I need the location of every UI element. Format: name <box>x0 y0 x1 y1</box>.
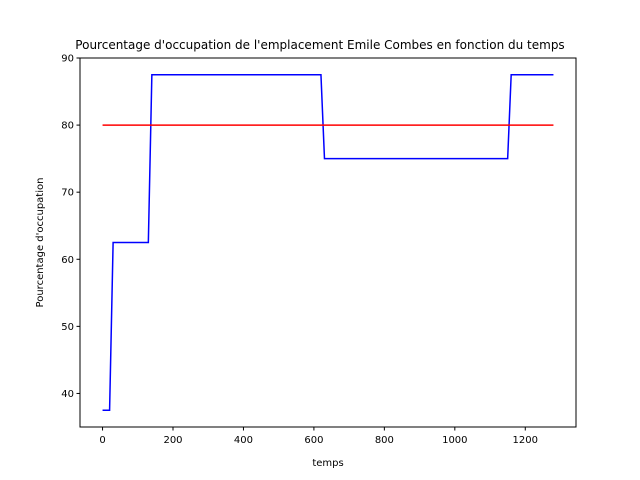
x-tick-label: 0 <box>99 435 105 446</box>
y-axis: 40 50 60 70 80 90 <box>61 54 80 400</box>
chart-title: Pourcentage d'occupation de l'emplacemen… <box>75 38 564 52</box>
series-line-1 <box>102 74 554 411</box>
x-tick-label: 1200 <box>513 435 538 446</box>
x-tick-label: 400 <box>234 435 253 446</box>
x-tick-label: 600 <box>304 435 323 446</box>
x-tick-label: 200 <box>163 435 182 446</box>
x-tick-label: 1000 <box>442 435 467 446</box>
y-tick-label: 40 <box>61 389 74 400</box>
plot-frame <box>79 57 577 428</box>
y-tick-label: 70 <box>61 188 74 199</box>
plot-area <box>102 74 554 411</box>
y-axis-label: Pourcentage d'occupation <box>35 178 46 308</box>
x-tick-label: 800 <box>375 435 394 446</box>
y-tick-label: 90 <box>61 54 74 65</box>
x-axis-label: temps <box>312 458 343 469</box>
y-tick-label: 80 <box>61 121 74 132</box>
y-tick-label: 60 <box>61 255 74 266</box>
y-tick-label: 50 <box>61 322 74 333</box>
x-axis: 0 200 400 600 800 1000 1200 <box>99 427 538 446</box>
